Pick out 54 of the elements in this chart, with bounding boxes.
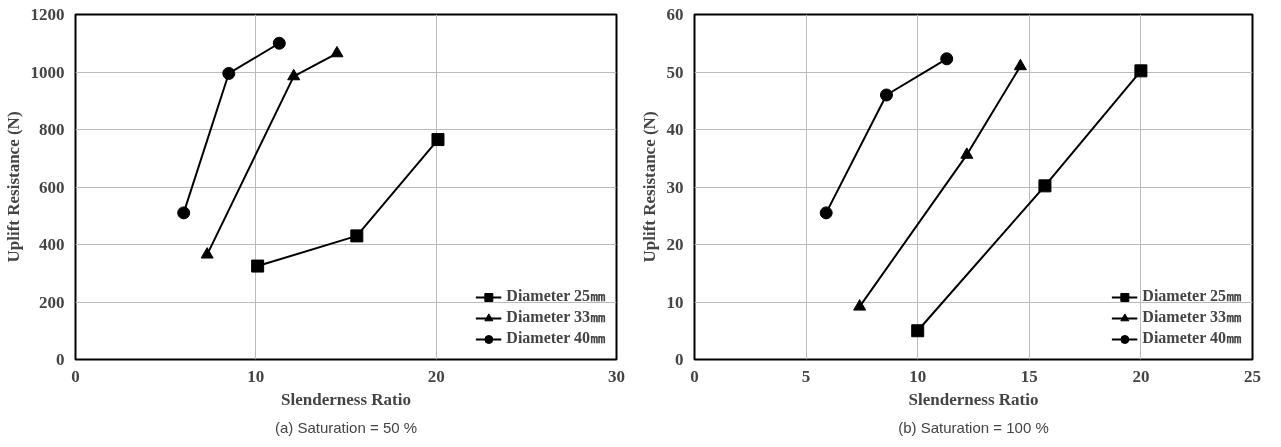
point (960, 147, 974, 159)
point (853, 299, 867, 311)
x-tick-label: 5 (801, 366, 811, 386)
y-tick-label: 200 (39, 292, 65, 312)
point (1134, 64, 1148, 78)
y-tick-label: 50 (666, 62, 684, 82)
y-axis-title: Uplift Resistance (N) (639, 111, 659, 263)
point (251, 259, 265, 273)
point (177, 206, 191, 220)
x-tick-label: 10 (909, 366, 927, 386)
y-tick-label: 20 (666, 235, 684, 254)
legend-label: Diameter 33㎜ (1142, 307, 1242, 327)
y-tick-label: 1000 (30, 62, 65, 82)
point (330, 45, 344, 58)
y-tick-label: 1200 (30, 5, 65, 24)
point (431, 133, 445, 147)
y-tick-label: 0 (675, 350, 684, 369)
y-tick-label: 60 (666, 5, 684, 24)
text: (a) Saturation = 50 % (274, 418, 418, 436)
point (879, 88, 893, 102)
y-tick-label: 800 (39, 120, 65, 139)
x-axis-title: Slenderness Ratio (908, 389, 1039, 409)
point (1013, 58, 1027, 71)
y-tick-label: 600 (39, 177, 65, 197)
text: (b) Saturation = 100 % (898, 418, 1049, 436)
x-tick-label: 0 (690, 366, 699, 386)
legend-label: Diameter 40㎜ (506, 328, 606, 348)
point (200, 247, 214, 259)
point (287, 68, 301, 81)
x-tick-label: 25 (1244, 366, 1261, 386)
y-tick-label: 0 (56, 350, 65, 369)
x-tick-label: 20 (427, 366, 445, 386)
legend-label: Diameter 25㎜ (506, 286, 606, 306)
x-tick-label: 15 (1020, 366, 1038, 386)
y-tick-label: 400 (39, 235, 65, 254)
point (350, 229, 364, 243)
point (940, 52, 954, 66)
y-axis-title: Uplift Resistance (N) (3, 111, 23, 263)
y-tick-label: 10 (666, 292, 684, 312)
point (1038, 179, 1052, 193)
x-tick-label: 0 (71, 366, 80, 386)
x-tick-label: 10 (247, 366, 265, 386)
point (911, 324, 925, 338)
point (222, 66, 236, 80)
point (819, 206, 833, 220)
legend-label: Diameter 25㎜ (1142, 286, 1242, 306)
x-axis-title: Slenderness Ratio (281, 389, 411, 409)
x-tick-label: 30 (608, 366, 625, 386)
y-tick-label: 30 (666, 177, 684, 197)
point (272, 36, 286, 50)
legend-label: Diameter 33㎜ (506, 307, 606, 327)
y-tick-label: 40 (666, 120, 684, 139)
x-tick-label: 20 (1132, 366, 1150, 386)
legend-label: Diameter 40㎜ (1142, 328, 1242, 348)
